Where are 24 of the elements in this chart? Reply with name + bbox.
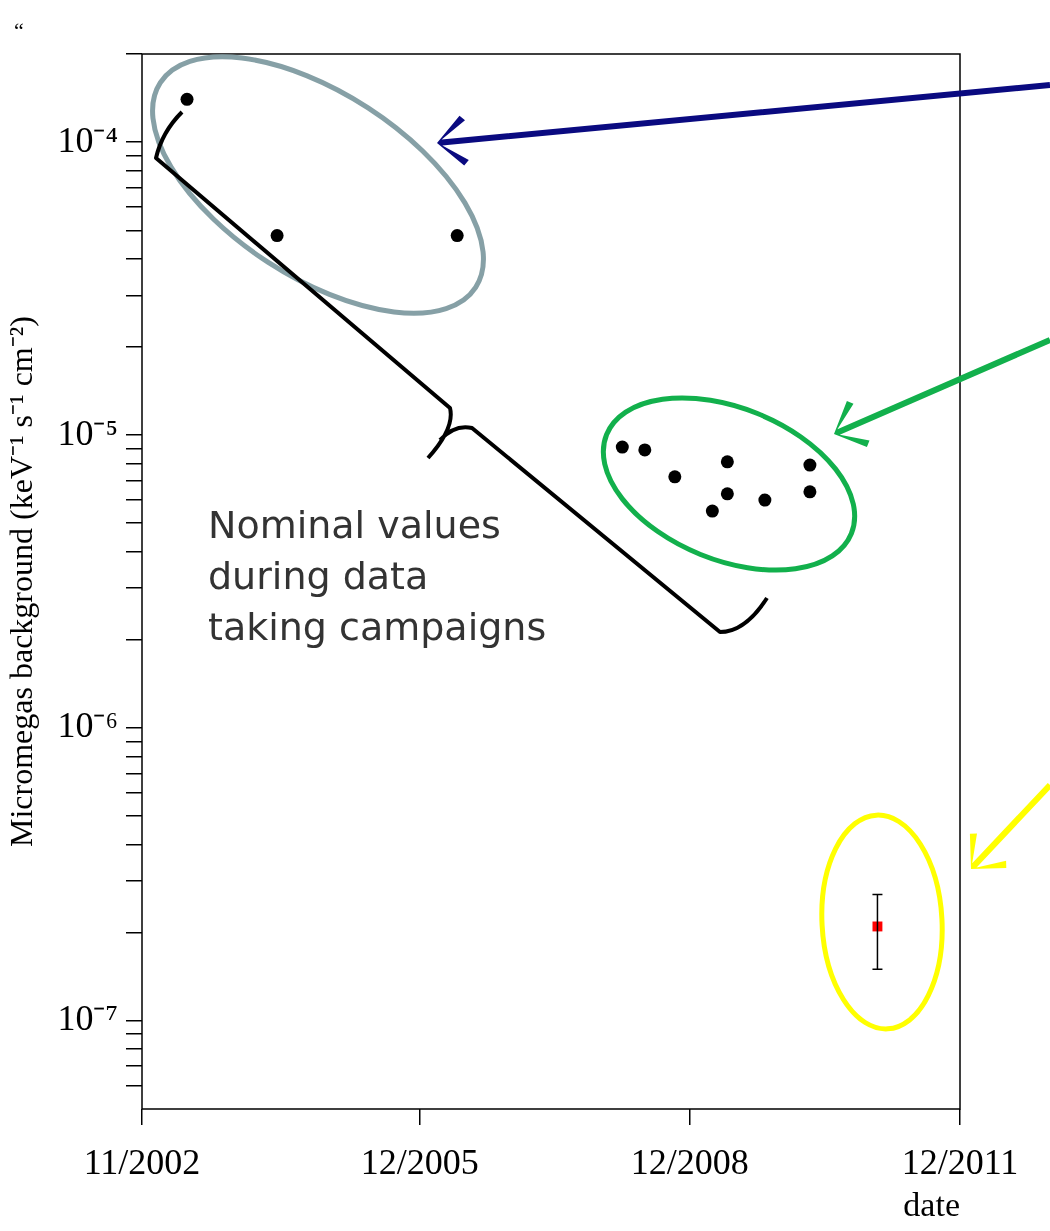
point xyxy=(668,470,682,484)
y-axis-title: Micromegas background (keV⁻¹ s⁻¹ cm⁻²) xyxy=(2,316,39,847)
x-axis-title: date xyxy=(903,1185,960,1223)
point xyxy=(180,92,194,106)
y-tick-label: 10⁻⁶ xyxy=(57,705,118,746)
y-tick-label: 10⁻⁴ xyxy=(57,119,118,160)
point xyxy=(615,440,629,454)
point xyxy=(758,493,772,507)
text: “ xyxy=(14,18,24,44)
point xyxy=(803,458,817,472)
point xyxy=(705,504,719,518)
y-tick-label: 10⁻⁵ xyxy=(57,412,118,453)
point xyxy=(720,487,734,501)
point xyxy=(803,485,817,499)
y-tick-label: 10⁻⁷ xyxy=(57,998,118,1039)
point xyxy=(450,229,464,243)
x-tick-label: 12/2008 xyxy=(630,1142,749,1183)
annotation: Nominal values during data taking campaigns xyxy=(208,502,548,651)
x-tick-label: 12/2005 xyxy=(360,1142,479,1183)
x-tick-label: 12/2011 xyxy=(901,1142,1019,1183)
x-tick-label: 11/2002 xyxy=(83,1142,201,1183)
point xyxy=(270,229,284,243)
point xyxy=(720,455,734,469)
point xyxy=(638,443,652,457)
